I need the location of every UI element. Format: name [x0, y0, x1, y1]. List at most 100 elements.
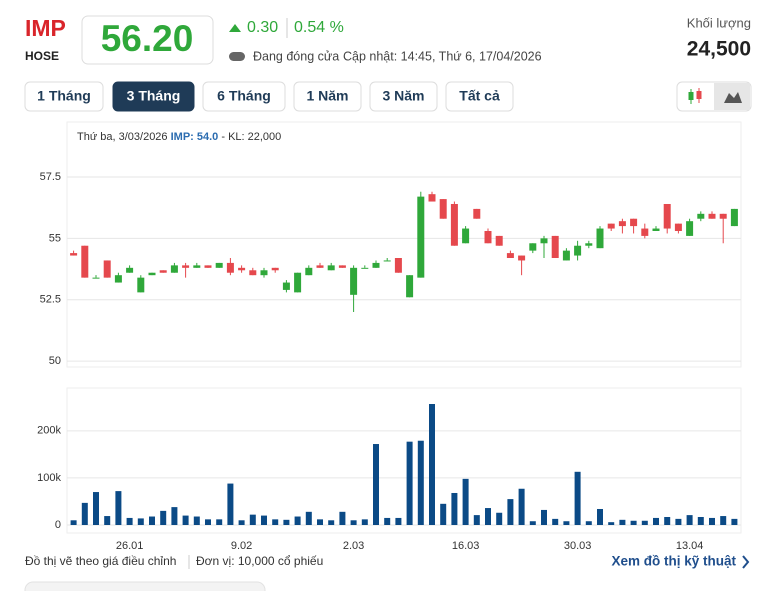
tab[interactable]: 6 Tháng: [202, 81, 286, 112]
candle-body: [484, 230, 492, 244]
volume-bar: [339, 511, 346, 525]
tab-label: Tất cả: [459, 88, 500, 104]
y-tick-label: 57.5: [40, 171, 61, 183]
volume-bar: [619, 519, 626, 525]
tech-chart-link[interactable]: Xem đồ thị kỹ thuật: [611, 554, 750, 569]
candle-body: [439, 199, 447, 219]
chart-toggle[interactable]: [676, 81, 752, 112]
candle-body: [114, 275, 122, 283]
tab[interactable]: Tất cả: [445, 81, 514, 112]
volume-bar: [361, 519, 368, 525]
volume-bar: [261, 515, 267, 525]
volume-bar: [597, 508, 603, 525]
tab-label: 6 Tháng: [217, 88, 271, 104]
candle-body: [518, 255, 526, 261]
y-tick-label: 100k: [37, 472, 61, 484]
icon-body: [688, 92, 694, 100]
volume-bar: [608, 522, 615, 525]
candle-body: [686, 221, 694, 236]
y-tick-label: 55: [49, 232, 61, 244]
candle-body: [338, 265, 346, 268]
volume-bar: [451, 492, 458, 525]
candle-body: [674, 223, 682, 231]
x-tick-label: 9.02: [231, 540, 252, 552]
price: 56.20: [101, 18, 194, 59]
candle-body: [137, 277, 145, 293]
candle-body: [630, 218, 638, 227]
candle-body: [182, 265, 190, 268]
candle-body: [596, 228, 604, 249]
candle-body: [495, 235, 503, 246]
volume-bar: [205, 519, 211, 525]
status: Đang đóng cửa: [253, 49, 339, 63]
volume-bar: [93, 492, 99, 525]
candle-body: [618, 221, 626, 227]
volume-bar: [664, 516, 671, 525]
volume-bar: [216, 519, 223, 525]
candle-body: [663, 203, 671, 229]
tab-frame: [293, 81, 362, 112]
candle-body: [148, 272, 156, 276]
candle-body: [271, 267, 279, 271]
volume: 24,500: [687, 38, 751, 61]
volume-bar: [518, 488, 525, 525]
volume-bar: [653, 517, 659, 525]
price-box: [81, 15, 214, 65]
x-tick-label: 13.04: [676, 540, 704, 552]
candle-body: [719, 213, 727, 219]
symbol: IMP: [25, 15, 66, 41]
tooltip: Thứ ba, 3/03/2026 IMP: 54.0 - KL: 22,000: [77, 131, 281, 143]
candle-body: [562, 250, 570, 261]
candle-body: [417, 196, 425, 278]
candle-body: [450, 203, 458, 246]
candle-body: [652, 228, 660, 231]
candle-body: [730, 208, 738, 227]
candle-body: [81, 245, 89, 278]
candle-body: [361, 267, 369, 269]
candle-body: [92, 277, 100, 279]
volume-bar: [149, 516, 155, 525]
volume-bar: [630, 520, 637, 525]
candle-body: [383, 260, 391, 262]
volume-bar: [350, 520, 357, 525]
volume-bar: [529, 521, 536, 525]
tab[interactable]: 3 Năm: [369, 81, 438, 112]
volume-bar: [440, 503, 447, 525]
candle-body: [282, 282, 290, 290]
volume-bar: [104, 516, 111, 525]
up-arrow: [229, 24, 241, 32]
tooltip-volume: - KL: 22,000: [221, 131, 281, 143]
tab-frame: [24, 81, 104, 112]
volume-bar: [305, 511, 312, 525]
volume-bar: [238, 520, 245, 525]
link-text: Xem đồ thị kỹ thuật: [611, 554, 736, 569]
tab[interactable]: 1 Năm: [293, 81, 362, 112]
volume-bar: [406, 441, 413, 525]
volume-bar: [81, 502, 88, 525]
candle-body: [204, 265, 212, 268]
tab[interactable]: 1 Tháng: [24, 81, 104, 112]
volume-bar: [249, 514, 256, 525]
volume-bar: [182, 515, 189, 525]
volume-bar: [317, 519, 323, 525]
bottom-card: [24, 581, 266, 591]
tab-label: 3 Năm: [382, 88, 424, 104]
volume-bar: [283, 519, 290, 525]
candle-body: [316, 265, 324, 268]
candle-body: [540, 238, 548, 244]
candle-body: [159, 270, 167, 273]
x-tick-label: 2.03: [343, 540, 364, 552]
candle-body: [260, 270, 268, 276]
y-tick-label: 0: [55, 519, 61, 531]
tab[interactable]: 3 Tháng: [112, 81, 195, 112]
volume-bar: [429, 404, 435, 525]
volume-bar: [272, 519, 279, 525]
volume-bar: [160, 510, 167, 525]
status-icon: [229, 52, 245, 61]
x-tick-label: 30.03: [564, 540, 592, 552]
volume-bar: [507, 499, 514, 525]
volume-bar: [720, 516, 727, 525]
volume-bar: [373, 444, 379, 525]
y-tick-label: 52.5: [40, 294, 61, 306]
candle-body: [529, 243, 537, 251]
